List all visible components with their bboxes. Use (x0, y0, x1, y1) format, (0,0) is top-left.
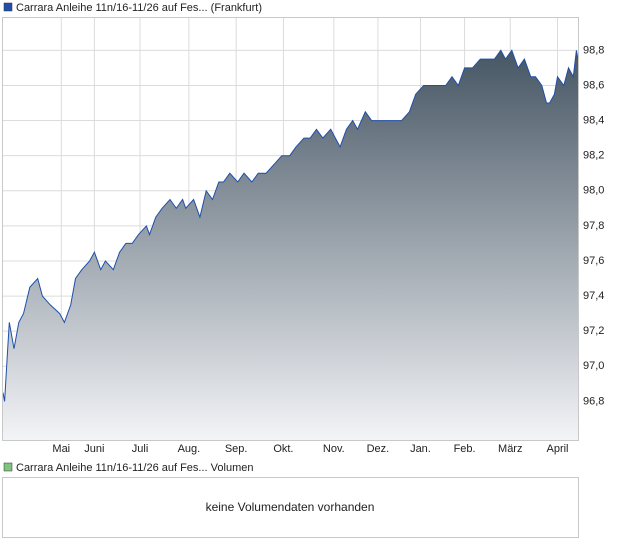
x-tick-label: Feb. (454, 443, 476, 455)
y-tick-label: 98,0 (583, 185, 604, 197)
price-line (2, 49, 579, 402)
y-tick-label: 98,8 (583, 44, 604, 56)
y-tick-label: 98,4 (583, 114, 604, 126)
x-tick-label: Mai (52, 443, 70, 455)
x-tick-label: Aug. (178, 443, 201, 455)
x-tick-label: Juli (132, 443, 149, 455)
y-tick-label: 98,6 (583, 79, 604, 91)
area-fill (3, 50, 578, 441)
volume-message: keine Volumendaten vorhanden (206, 500, 375, 514)
legend-label: Carrara Anleihe 11n/16-11/26 auf Fes... … (16, 2, 262, 14)
y-tick-label: 96,8 (583, 395, 604, 407)
x-tick-label: Jan. (410, 443, 431, 455)
x-tick-label: Nov. (323, 443, 345, 455)
x-tick-label: Sep. (225, 443, 248, 455)
legend-swatch (3, 2, 13, 12)
y-tick-label: 97,4 (583, 290, 604, 302)
plot-frame (2, 17, 579, 441)
y-tick-label: 97,6 (583, 255, 604, 267)
x-tick-label: Okt. (273, 443, 293, 455)
volume-frame (2, 477, 579, 538)
y-tick-label: 97,8 (583, 220, 604, 232)
x-tick-label: Juni (84, 443, 104, 455)
y-tick-label: 98,2 (583, 150, 604, 162)
volume-legend-label: Carrara Anleihe 11n/16-11/26 auf Fes... … (16, 462, 253, 474)
y-tick-label: 97,2 (583, 325, 604, 337)
x-tick-label: Dez. (367, 443, 390, 455)
volume-legend-swatch (3, 462, 13, 472)
x-tick-label: März (498, 443, 522, 455)
y-tick-label: 97,0 (583, 360, 604, 372)
x-tick-label: April (547, 443, 569, 455)
